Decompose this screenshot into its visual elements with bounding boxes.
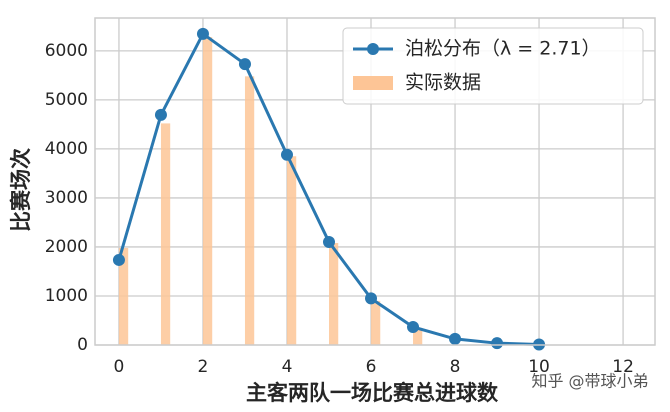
y-tick-label: 4000 [45,139,88,159]
y-tick-label: 3000 [45,188,88,208]
x-tick-label: 8 [450,357,461,377]
marker [196,27,209,40]
legend-swatch [353,76,393,90]
marker [154,108,167,121]
legend: 泊松分布（λ = 2.71） 实际数据 [342,27,644,105]
x-axis-label: 主客两队一场比赛总进球数 [246,381,499,405]
y-tick-label: 1000 [45,286,88,306]
legend-label: 实际数据 [405,72,481,94]
marker [280,148,293,161]
y-tick-label: 0 [77,335,88,355]
x-tick-label: 4 [282,357,293,377]
bar [118,247,129,345]
legend-label: 泊松分布（λ = 2.71） [405,38,601,60]
y-axis-label: 比赛场次 [9,148,33,232]
watermark: 知乎 @带球小弟 [531,372,648,391]
bar [244,76,255,345]
bar [202,37,213,346]
marker [112,253,125,266]
marker [449,332,462,345]
bar [286,156,297,345]
y-tick-label: 6000 [45,41,88,61]
legend-swatch [367,43,379,55]
x-tick-label: 12 [612,357,634,377]
plot-frame [94,17,656,346]
bar [328,243,339,345]
marker [238,58,251,71]
y-tick-label: 2000 [45,237,88,257]
x-tick-label: 6 [366,357,377,377]
marker [365,292,378,305]
marker [407,320,420,333]
x-tick-label: 2 [198,357,209,377]
bar [160,123,171,345]
x-tick-label: 0 [114,357,125,377]
legend-box [342,27,644,105]
x-tick-label: 10 [528,357,550,377]
bar [413,327,423,345]
y-tick-label: 5000 [45,90,88,110]
marker [322,236,335,249]
marker [491,337,504,350]
bar [371,300,381,345]
